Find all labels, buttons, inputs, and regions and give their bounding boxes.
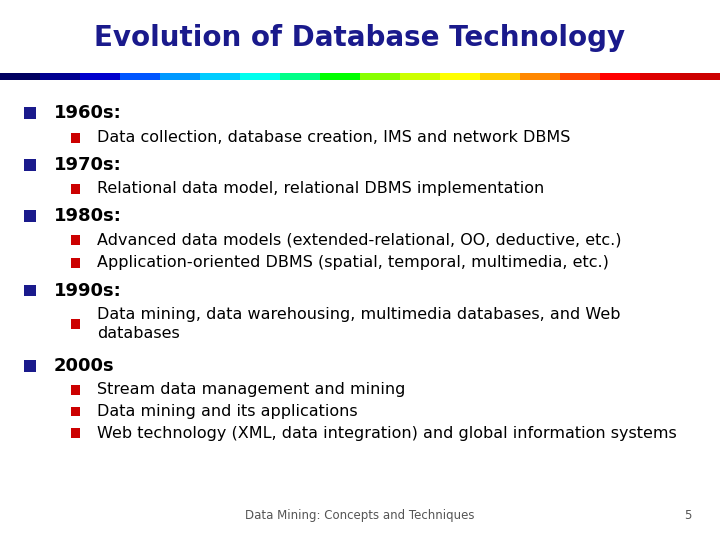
Bar (71, 319, 81, 329)
Bar (320, 73, 361, 80)
Text: Data collection, database creation, IMS and network DBMS: Data collection, database creation, IMS … (97, 130, 570, 145)
Bar (440, 73, 481, 80)
Bar (400, 73, 441, 80)
Text: Stream data management and mining: Stream data management and mining (97, 382, 405, 397)
Bar (71, 385, 81, 395)
Bar (71, 428, 81, 438)
Bar (71, 407, 81, 416)
Text: 2000s: 2000s (54, 357, 114, 375)
Text: 5: 5 (684, 509, 691, 522)
Bar (24, 210, 36, 222)
Bar (80, 73, 121, 80)
Bar (520, 73, 561, 80)
Text: Evolution of Database Technology: Evolution of Database Technology (94, 24, 626, 52)
Bar (71, 258, 81, 268)
Bar (71, 235, 81, 245)
Bar (560, 73, 600, 80)
Text: 1970s:: 1970s: (54, 156, 122, 174)
Bar (24, 285, 36, 296)
Text: 1960s:: 1960s: (54, 104, 122, 123)
Bar (24, 107, 36, 119)
Bar (280, 73, 320, 80)
Bar (160, 73, 201, 80)
Bar (0, 73, 41, 80)
Text: Web technology (XML, data integration) and global information systems: Web technology (XML, data integration) a… (97, 426, 677, 441)
Text: 1980s:: 1980s: (54, 207, 122, 225)
Bar (480, 73, 521, 80)
Bar (240, 73, 281, 80)
Bar (680, 73, 720, 80)
Bar (600, 73, 641, 80)
Bar (71, 184, 81, 194)
Bar (71, 133, 81, 143)
Text: Data mining and its applications: Data mining and its applications (97, 404, 358, 419)
Text: Advanced data models (extended-relational, OO, deductive, etc.): Advanced data models (extended-relationa… (97, 233, 621, 248)
Bar (360, 73, 401, 80)
Bar (24, 360, 36, 372)
Text: Data mining, data warehousing, multimedia databases, and Web
databases: Data mining, data warehousing, multimedi… (97, 307, 621, 341)
Bar (200, 73, 240, 80)
Bar (120, 73, 161, 80)
Bar (24, 159, 36, 171)
Text: Relational data model, relational DBMS implementation: Relational data model, relational DBMS i… (97, 181, 544, 197)
Text: 1990s:: 1990s: (54, 281, 122, 300)
Bar (640, 73, 680, 80)
Text: Data Mining: Concepts and Techniques: Data Mining: Concepts and Techniques (246, 509, 474, 522)
Bar (40, 73, 81, 80)
Text: Application-oriented DBMS (spatial, temporal, multimedia, etc.): Application-oriented DBMS (spatial, temp… (97, 255, 609, 271)
